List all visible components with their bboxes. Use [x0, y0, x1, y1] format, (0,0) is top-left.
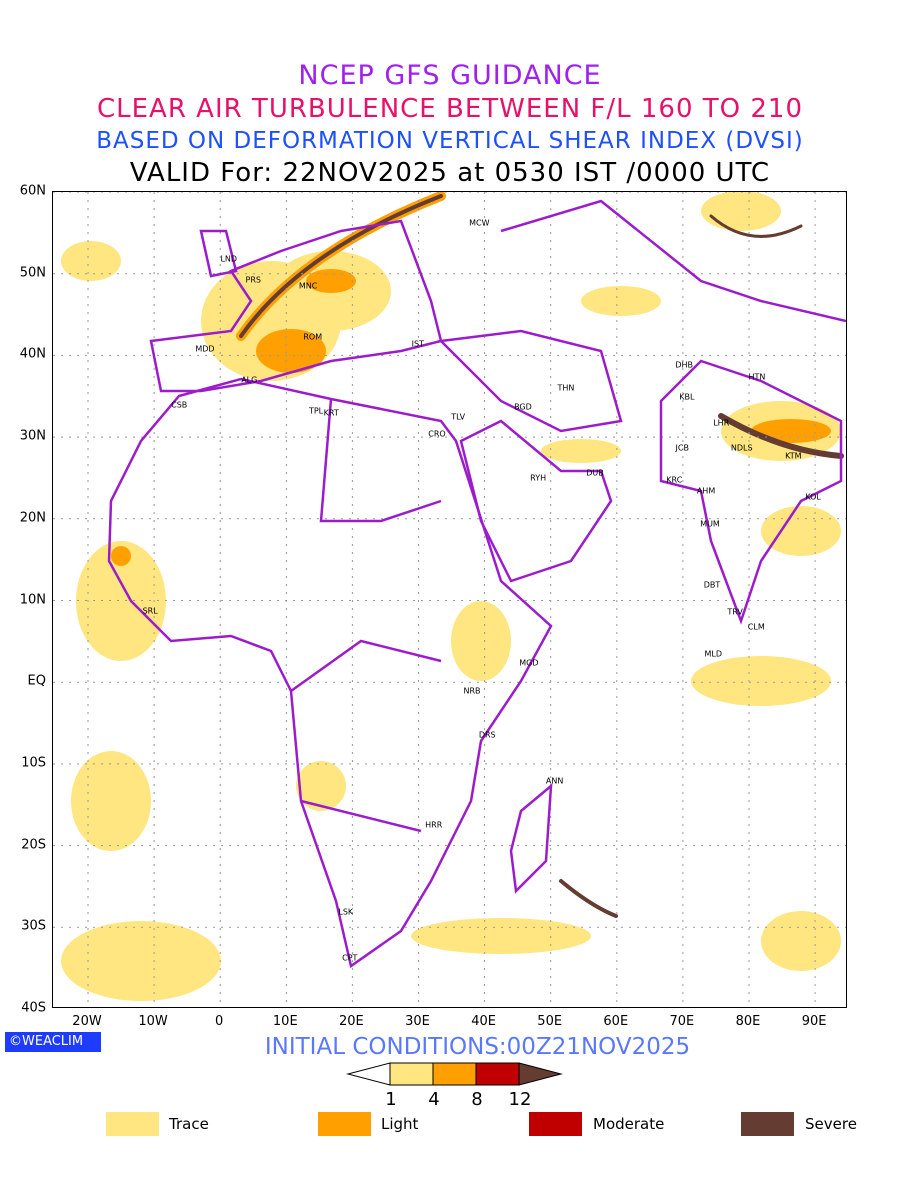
title-valid-time: VALID For: 22NOV2025 at 0530 IST /0000 U… — [129, 158, 771, 188]
lat-label: 10S — [21, 755, 46, 771]
city-label: BGD — [514, 402, 532, 412]
initial-conditions: INITIAL CONDITIONS:00Z21NOV2025 — [264, 1034, 691, 1060]
city-label: TPL — [308, 406, 324, 416]
legend-label-moderate: Moderate — [593, 1115, 665, 1133]
city-label: JCB — [675, 443, 689, 453]
graticule — [53, 192, 846, 1007]
lon-label: 60E — [603, 1014, 629, 1029]
colorbar-moderate — [475, 1062, 520, 1086]
lon-label: 20W — [72, 1014, 102, 1029]
turbulence-fields — [61, 192, 844, 1001]
lat-label: 60N — [19, 183, 46, 199]
lat-label: 40S — [21, 1000, 46, 1016]
lon-label: 30E — [405, 1014, 430, 1029]
city-label: MUM — [700, 519, 720, 529]
coastlines-borders — [107, 199, 846, 969]
city-label: CLM — [747, 622, 765, 632]
city-label: HRR — [425, 820, 443, 830]
city-label: DBT — [703, 580, 721, 590]
legend-label-trace: Trace — [169, 1115, 209, 1133]
title-index: BASED ON DEFORMATION VERTICAL SHEAR INDE… — [96, 128, 804, 154]
lat-label: 50N — [19, 265, 46, 281]
colorbar-tick: 12 — [508, 1089, 532, 1110]
city-label: SRL — [142, 606, 158, 616]
city-label: NRB — [463, 686, 481, 696]
lon-label: 0 — [215, 1014, 224, 1029]
title-product: CLEAR AIR TURBULENCE BETWEEN F/L 160 TO … — [96, 94, 804, 124]
city-label: HTN — [748, 372, 766, 382]
city-label: ALG — [241, 375, 258, 385]
lon-label: 50E — [537, 1014, 563, 1029]
city-label: DRS — [478, 730, 496, 740]
city-label: LHR — [713, 418, 730, 428]
lat-label: 40N — [19, 346, 46, 362]
map-layers — [53, 192, 846, 1007]
colorbar-tick: 1 — [385, 1089, 397, 1110]
city-label: LSK — [338, 907, 354, 917]
city-label: LND — [220, 254, 238, 264]
city-label: TRV — [727, 607, 743, 617]
city-label: AHM — [696, 486, 716, 496]
city-label: ANN — [545, 776, 564, 786]
city-label: RYH — [530, 473, 547, 483]
colorbar-tick: 8 — [471, 1089, 483, 1110]
city-label: KTM — [785, 451, 802, 461]
lon-label: 90E — [801, 1014, 827, 1029]
city-label: KOL — [805, 492, 821, 502]
city-label: CPT — [342, 953, 358, 963]
colorbar-severe-arrow — [518, 1062, 563, 1086]
city-label: KBL — [679, 392, 695, 402]
lat-label: 30S — [21, 918, 46, 934]
lat-label: 30N — [19, 428, 46, 444]
city-label: IST — [411, 339, 424, 349]
city-label: MNC — [298, 281, 318, 291]
lon-label: 80E — [735, 1014, 761, 1029]
lon-label: 10E — [272, 1014, 298, 1029]
city-label: ROM — [303, 332, 323, 342]
city-label: MCW — [469, 218, 490, 228]
legend-swatch-severe — [741, 1112, 794, 1136]
city-label: PRS — [245, 275, 261, 285]
city-label: KRC — [666, 475, 683, 485]
colorbar-light — [432, 1062, 477, 1086]
colorbar-tick: 4 — [428, 1089, 440, 1110]
city-label: MDD — [195, 344, 215, 354]
legend-swatch-light — [318, 1112, 371, 1136]
title-model: NCEP GFS GUIDANCE — [298, 60, 602, 91]
legend-label-severe: Severe — [805, 1115, 857, 1133]
city-label: TLV — [451, 412, 466, 422]
lat-label: 10N — [19, 592, 46, 607]
city-label: CRO — [428, 429, 446, 439]
city-label: DUB — [586, 468, 604, 478]
city-label: MLD — [704, 649, 723, 659]
colorbar-trace — [389, 1062, 434, 1086]
lon-label: 40E — [471, 1014, 496, 1029]
city-label: KRT — [323, 408, 339, 418]
weaclim-logo: ©WEACLIM — [5, 1032, 101, 1052]
lat-label: 20S — [21, 837, 46, 853]
turbulence-map: LND PRS MNC MCW MDD ROM IST ALG CSB TPL KRT TLV CRO B… — [52, 191, 847, 1008]
legend-label-light: Light — [381, 1115, 419, 1133]
lon-label: 10W — [138, 1014, 168, 1029]
lat-label: EQ — [27, 673, 46, 689]
lon-label: 70E — [669, 1014, 695, 1029]
legend-swatch-moderate — [529, 1112, 582, 1136]
city-label: NDLS — [730, 443, 753, 453]
city-label: MGD — [519, 658, 539, 668]
city-label: CSB — [171, 400, 188, 410]
lat-label: 20N — [19, 510, 46, 526]
colorbar-low-arrow — [346, 1062, 391, 1086]
legend-swatch-trace — [106, 1112, 159, 1136]
lon-label: 20E — [339, 1014, 364, 1029]
city-label: THN — [557, 383, 575, 393]
colorbar — [346, 1062, 563, 1086]
city-label: DHB — [675, 360, 694, 370]
